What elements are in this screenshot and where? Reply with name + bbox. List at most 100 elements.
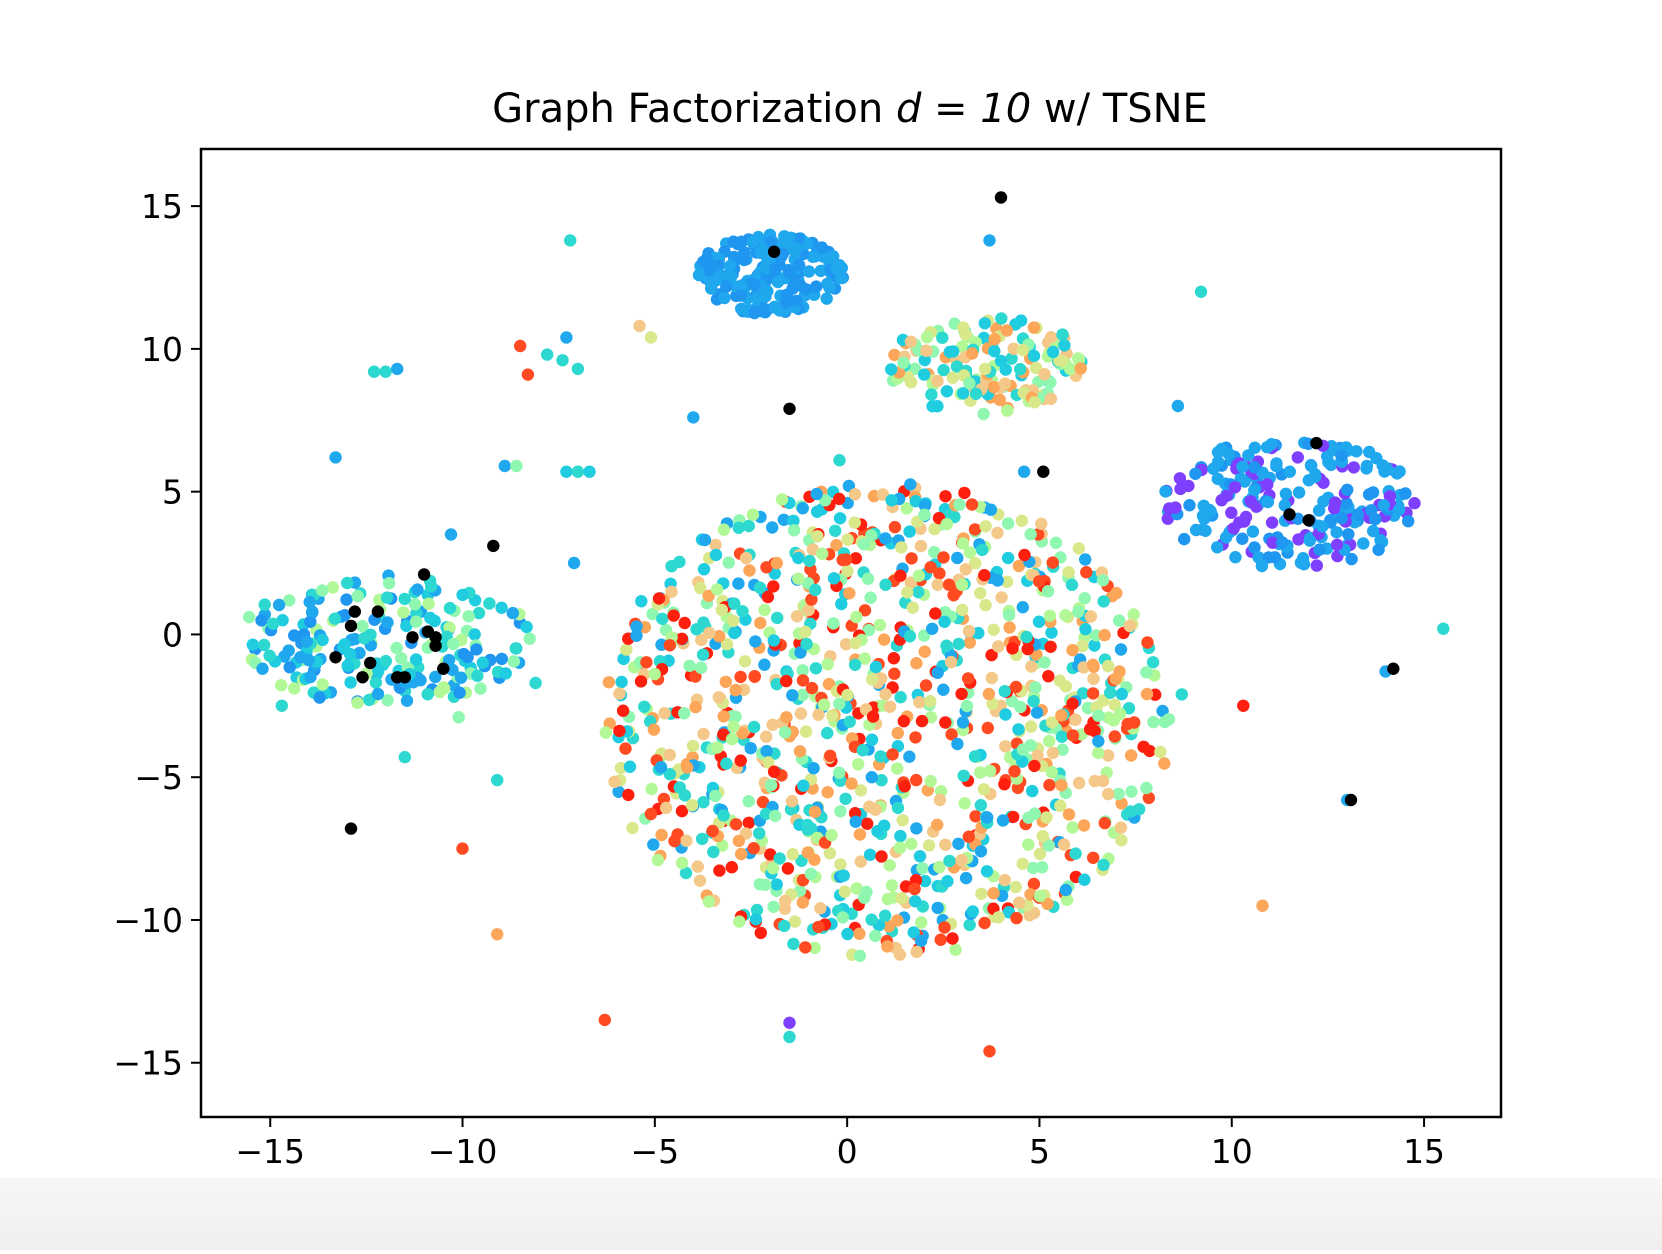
cluster-2-point [947,345,960,358]
cluster-3-point [1310,559,1324,572]
cluster-0-point [886,748,899,761]
cluster-0-point [857,538,870,551]
outlier-point [498,459,511,473]
y-tick-label: −5 [134,758,183,797]
cluster-0-point [787,514,800,527]
cluster-0-point [1012,723,1025,736]
cluster-3-point [1261,495,1275,509]
cluster-0-point [963,636,976,649]
cluster-4-point [476,656,489,669]
cluster-0-point [696,648,710,661]
cluster-0-point [1042,839,1056,852]
cluster-3-point [1266,536,1279,549]
black-point [1037,465,1050,478]
cluster-2-point [946,371,959,384]
cluster-0-point [1072,542,1086,555]
black-point [1283,508,1296,521]
cluster-0-point [1083,723,1097,736]
cluster-0-point [685,799,699,812]
cluster-0-point [834,805,847,818]
cluster-2-point [1053,354,1066,367]
cluster-2-point [897,356,910,369]
cluster-3-point [1342,528,1355,541]
cluster-0-point [1076,687,1090,700]
cluster-0-point [663,748,676,762]
black-point [356,671,369,684]
cluster-0-point [1069,713,1082,726]
cluster-0-point [824,749,837,762]
cluster-0-point [1024,720,1038,733]
outlier-point [783,1016,796,1029]
cluster-0-point [938,615,951,628]
cluster-0-point [879,578,892,591]
cluster-0-point [698,533,712,547]
cluster-0-point [761,590,775,604]
outlier-point [367,365,381,378]
cluster-0-point [959,563,972,576]
cluster-1-point [815,241,828,254]
cluster-3-point [1283,465,1297,478]
cluster-0-point [839,553,853,566]
cluster-0-point [1010,911,1023,925]
cluster-1-point [830,262,843,275]
cluster-0-point [675,856,689,870]
outlier-point [1194,285,1208,298]
cluster-1-point [790,242,803,256]
cluster-4-point [409,653,423,666]
cluster-0-point [839,792,852,805]
cluster-4-point [382,577,396,590]
cluster-0-point [1059,609,1072,622]
cluster-0-point [1086,658,1100,671]
cluster-4-point [453,686,466,699]
cluster-0-point [1113,707,1127,720]
cluster-0-point [620,643,633,656]
cluster-0-point [812,708,825,721]
cluster-4-point [363,693,376,707]
cluster-0-point [720,637,734,651]
outlier-point [398,751,411,764]
cluster-0-point [1031,749,1044,762]
black-point [329,651,342,664]
cluster-0-point [879,688,892,701]
cluster-0-point [843,715,856,728]
cluster-2-point [963,377,976,390]
black-point [398,671,411,684]
y-tick-label: 15 [141,187,183,226]
cluster-0-point [845,777,858,790]
cluster-0-point [937,551,950,564]
cluster-3-point [1204,505,1217,518]
cluster-0-point [709,538,722,552]
cluster-0-point [1087,851,1100,864]
cluster-3-point [1248,484,1261,497]
cluster-3-point [1335,512,1348,525]
cluster-3-point [1383,490,1397,503]
cluster-3-point [1341,483,1354,496]
cluster-0-point [827,572,841,585]
cluster-0-point [697,563,711,576]
cluster-0-point [764,778,778,792]
axes: −15 −10 −5 0 5 10 15 −15 −10 −5 0 5 10 15 [113,147,1503,1171]
cluster-0-point [754,926,767,940]
cluster-0-point [910,822,923,835]
cluster-0-point [665,585,678,598]
cluster-0-point [887,652,900,665]
cluster-0-point [1077,661,1090,674]
cluster-0-point [885,879,899,892]
cluster-0-point [1114,643,1128,656]
cluster-1-point [782,231,796,245]
cluster-1-point [737,253,751,267]
cluster-0-point [717,523,731,536]
cluster-4-point [408,598,422,611]
cluster-0-point [931,818,944,831]
cluster-0-point [998,778,1011,791]
cluster-3-point [1163,502,1176,515]
cluster-0-point [823,847,837,860]
cluster-0-point [817,698,831,711]
cluster-3-point [1335,449,1348,462]
cluster-3-point [1345,552,1358,566]
cluster-3-point [1360,462,1373,475]
cluster-0-point [1065,578,1079,592]
cluster-0-point [787,524,801,537]
cluster-0-point [812,920,825,934]
cluster-0-point [686,739,700,753]
